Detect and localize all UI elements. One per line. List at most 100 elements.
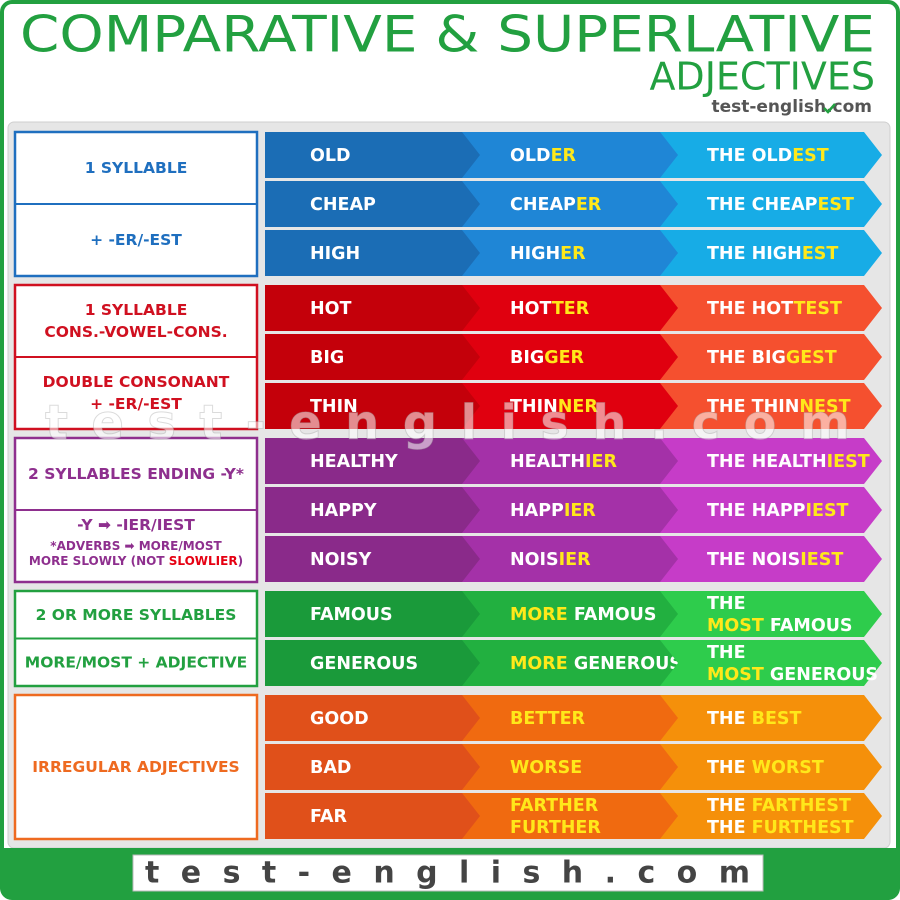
arrow <box>265 744 482 790</box>
cell-text: GOOD <box>310 709 369 729</box>
text-segment: THE <box>707 758 752 778</box>
rule-text: 2 OR MORE SYLLABLES <box>36 605 237 623</box>
text-segment: THE HEALTH <box>707 452 827 472</box>
arrow <box>462 132 682 178</box>
text-segment: 2 SYLLABLES ENDING -Y* <box>28 465 244 483</box>
text-segment: HEALTH <box>510 452 585 472</box>
cell-text: THE THINNEST <box>707 397 851 417</box>
cell-text: THE BEST <box>707 709 802 729</box>
rule-text: + -ER/-EST <box>90 231 182 249</box>
arrow <box>660 744 882 790</box>
cell-text: MOST FAMOUS <box>707 616 853 636</box>
cell-text: BAD <box>310 758 351 778</box>
logo: test-english.com <box>711 97 872 117</box>
cell-text: OLDER <box>510 146 577 166</box>
text-segment: BIG <box>310 348 344 368</box>
cell-text: MORE GENEROUS <box>510 654 682 674</box>
text-segment: 2 OR MORE SYLLABLES <box>36 605 237 623</box>
text-segment: THE BIG <box>707 348 786 368</box>
text-segment: HAPP <box>510 501 564 521</box>
cell-text: WORSE <box>510 758 582 778</box>
text-segment: 1 SYLLABLE <box>85 301 188 319</box>
rule-text: *ADVERBS ➡ MORE/MOST <box>50 539 222 553</box>
accent-text: EST <box>817 195 854 215</box>
arrow <box>462 487 682 533</box>
accent-text: TER <box>552 299 590 319</box>
cell-text: OLD <box>310 146 351 166</box>
accent-text: ER <box>551 146 577 166</box>
arrow <box>265 334 482 380</box>
arrow <box>462 285 682 331</box>
text-segment: THE CHEAP <box>707 195 818 215</box>
cell-text: MORE FAMOUS <box>510 605 656 625</box>
text-segment: FAMOUS <box>310 605 393 625</box>
text-segment: *ADVERBS ➡ MORE/MOST <box>50 539 222 553</box>
text-segment: THE THIN <box>707 397 799 417</box>
accent-text: FARTHEST <box>752 796 851 816</box>
accent-text: IER <box>585 452 617 472</box>
text-segment: MORE/MOST + ADJECTIVE <box>25 653 247 671</box>
cell-text: THE <box>707 643 746 663</box>
cell-text: HOTTER <box>510 299 590 319</box>
arrow <box>660 438 882 484</box>
arrow <box>462 438 682 484</box>
cell-text: HEALTHY <box>310 452 398 472</box>
arrow <box>462 744 682 790</box>
arrow <box>660 487 882 533</box>
accent-text: GER <box>544 348 584 368</box>
text-segment: GENEROUS <box>310 654 418 674</box>
accent-text: MORE <box>510 605 568 625</box>
arrow <box>462 230 682 276</box>
arrow <box>265 591 482 637</box>
rule-text: CONS.-VOWEL-CONS. <box>44 323 227 341</box>
text-segment: BIG <box>510 348 544 368</box>
cell-text: THIN <box>310 397 358 417</box>
accent-text: IEST <box>805 501 848 521</box>
cell-text: BIG <box>310 348 344 368</box>
arrow <box>265 487 482 533</box>
text-segment: THE OLD <box>707 146 792 166</box>
text-segment: GENEROUS <box>568 654 682 674</box>
cell-text: THE OLDEST <box>707 146 829 166</box>
cell-text: THE NOISIEST <box>707 550 843 570</box>
text-segment: THE <box>707 796 752 816</box>
cell-text: FURTHER <box>510 818 601 838</box>
accent-text: MORE <box>510 654 568 674</box>
text-segment: HOT <box>510 299 552 319</box>
cell-text: THE FARTHEST <box>707 796 851 816</box>
text-segment: THE HAPP <box>707 501 806 521</box>
text-segment: HEALTHY <box>310 452 398 472</box>
arrow <box>265 438 482 484</box>
text-segment: + -ER/-EST <box>90 231 182 249</box>
text-segment: IRREGULAR ADJECTIVES <box>32 758 239 776</box>
text-segment: + -ER/-EST <box>90 395 182 413</box>
text-segment: THE HOT <box>707 299 794 319</box>
arrow <box>265 793 482 839</box>
accent-text: BETTER <box>510 709 586 729</box>
cell-text: THINNER <box>510 397 598 417</box>
accent-text: ER <box>576 195 602 215</box>
arrow <box>265 230 482 276</box>
rule-text: 2 SYLLABLES ENDING -Y* <box>28 465 244 483</box>
accent-text: WORST <box>752 758 824 778</box>
arrow <box>265 285 482 331</box>
accent-text: IER <box>559 550 591 570</box>
cell-text: HAPPY <box>310 501 377 521</box>
cell-text: THE HEALTHIEST <box>707 452 870 472</box>
text-segment: DOUBLE CONSONANT <box>43 373 230 391</box>
cell-text: HIGH <box>310 244 360 264</box>
rule-text: MORE SLOWLY (NOT SLOWLIER) <box>29 554 243 568</box>
accent-text: SLOWLIER <box>169 554 238 568</box>
cell-text: THE <box>707 594 746 614</box>
arrow <box>462 334 682 380</box>
accent-text: BEST <box>752 709 802 729</box>
text-segment: THE NOIS <box>707 550 800 570</box>
text-segment: FAMOUS <box>568 605 657 625</box>
text-segment: CONS.-VOWEL-CONS. <box>44 323 227 341</box>
cell-text: THE FURTHEST <box>707 818 854 838</box>
text-segment: HIGH <box>510 244 560 264</box>
arrow <box>660 132 882 178</box>
text-segment: HAPPY <box>310 501 377 521</box>
cell-text: HIGHER <box>510 244 586 264</box>
accent-text: TEST <box>794 299 842 319</box>
